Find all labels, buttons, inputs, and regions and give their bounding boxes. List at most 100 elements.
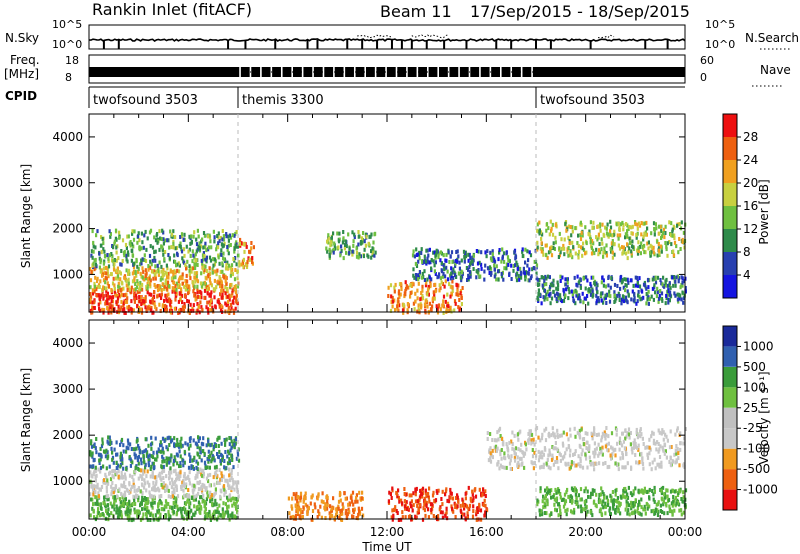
velocity-cell [192,490,195,495]
power-cell [609,229,612,234]
power-cell [137,305,141,310]
velocity-cell [619,441,622,446]
power-cell [603,296,606,301]
power-cell [372,240,375,245]
power-cell [117,281,120,286]
velocity-cell [232,465,235,470]
power-cell [180,232,184,237]
power-cell [389,283,393,288]
velocity-cell [356,516,359,521]
power-cell [454,273,457,278]
velocity-cell [104,481,107,485]
velocity-cell [126,502,129,507]
power-cell [168,297,171,302]
power-cell [673,291,676,296]
velocity-cell [597,453,600,458]
power-cell [442,294,446,299]
power-cell [224,278,227,283]
power-cell [541,283,544,288]
velocity-cell [169,435,172,440]
power-cell [236,276,239,281]
power-cell [179,241,182,246]
power-cell [94,245,97,250]
velocity-cell [646,455,650,460]
power-cell [579,298,582,303]
power-cell [144,274,147,278]
power-cell [397,291,400,296]
power-cell [433,250,436,255]
power-cell [149,278,152,283]
power-cell [609,219,612,224]
power-cell [664,283,667,288]
velocity-cell [469,496,472,501]
power-cell [657,224,661,229]
power-cell [628,246,631,251]
power-cell [404,288,407,293]
velocity-cell [291,506,294,511]
velocity-cell [121,501,124,506]
power-cell [556,280,559,285]
velocity-cell [626,511,629,516]
velocity-cell [177,474,180,479]
velocity-cell [108,513,111,518]
velocity-cell [387,499,390,504]
velocity-cell [233,438,236,443]
velocity-cell [409,501,412,506]
velocity-cell [554,435,557,440]
velocity-cell [573,507,576,512]
power-cell [572,299,576,304]
velocity-cell [350,496,353,501]
velocity-cell [123,501,126,506]
power-cell [429,279,432,284]
power-cell [235,230,238,234]
velocity-cell [617,467,620,472]
power-cell [533,259,536,264]
power-cell [327,237,330,242]
power-cell [197,294,200,299]
velocity-cell [147,463,150,468]
velocity-cell [191,483,194,488]
velocity-cell [595,433,599,437]
power-cell [568,241,571,246]
velocity-cell [233,496,236,501]
velocity-cell [91,474,94,479]
power-cell [121,307,124,312]
velocity-cell [99,469,102,474]
velocity-cell [567,444,570,448]
velocity-cell [518,456,522,461]
power-cell [251,260,254,265]
velocity-cell [294,503,297,508]
velocity-cell [237,494,240,499]
velocity-cell [339,498,342,503]
velocity-cell [543,511,546,515]
power-cell [659,296,662,301]
velocity-cell [530,432,534,437]
velocity-cell [171,509,174,513]
power-cell [137,231,140,236]
velocity-cell [432,514,435,518]
power-cell [140,274,143,279]
power-cell [507,262,510,267]
velocity-cell [625,499,628,504]
power-cell [644,232,647,237]
velocity-cell [482,492,486,497]
velocity-cell [155,450,159,455]
power-cell [247,256,250,261]
velocity-cell [632,441,635,446]
power-cell [625,283,628,288]
power-cell [329,243,332,248]
velocity-cell [421,494,424,499]
power-cell [508,259,511,264]
power-cell [522,270,525,275]
velocity-cell [663,451,666,456]
velocity-cell [223,487,226,492]
power-cell [585,250,588,255]
power-cell [442,263,445,268]
power-cell [167,238,170,243]
velocity-cell [580,497,583,502]
power-cell [138,284,142,289]
velocity-cell [159,443,162,448]
velocity-cell [159,440,162,445]
velocity-cell [100,506,103,511]
nsearch-tick-top: 10^5 [705,18,735,31]
